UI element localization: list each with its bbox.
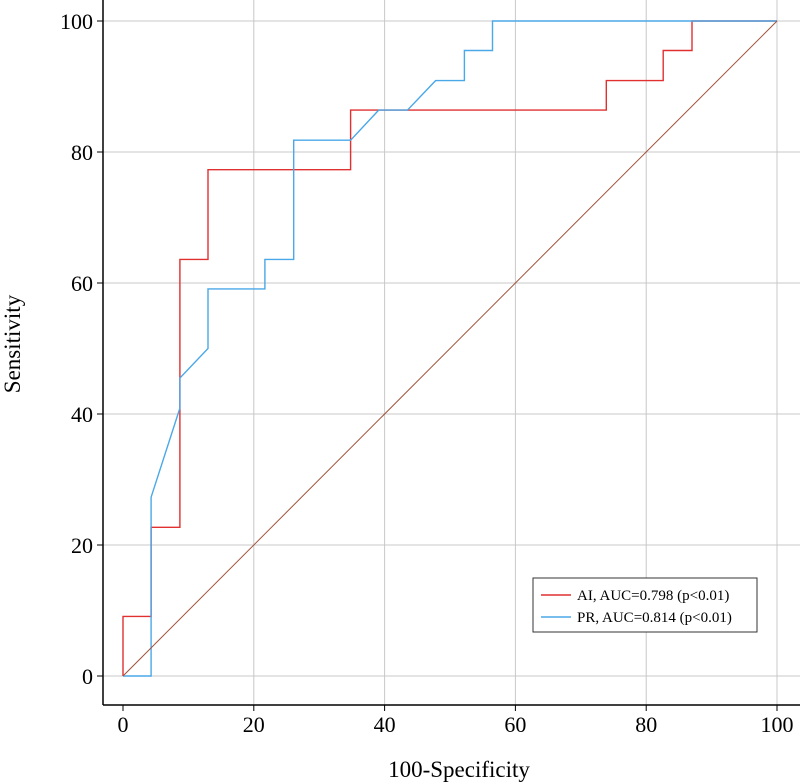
y-tick-label: 60 [71,271,93,296]
series-layer [122,20,778,677]
y-tick-label: 0 [82,664,93,689]
series-pr-line [123,20,777,677]
tick-labels: 0 20 40 60 80 100 0 20 40 60 80 100 [60,9,794,737]
reference-diagonal-line [122,20,778,677]
x-axis-title: 100-Specificity [388,757,530,782]
x-tick-label: 40 [374,712,396,737]
x-tick-label: 20 [243,712,265,737]
legend-label: PR, AUC=0.814 (p<0.01) [577,610,732,626]
x-tick-label: 80 [635,712,657,737]
x-tick-label: 60 [504,712,526,737]
y-tick-label: 20 [71,533,93,558]
legend: AI, AUC=0.798 (p<0.01) PR, AUC=0.814 (p<0… [532,577,758,633]
legend-label: AI, AUC=0.798 (p<0.01) [577,588,729,604]
x-tick-label: 100 [761,712,794,737]
y-axis-title: Sensitivity [0,294,25,393]
x-tick-label: 0 [118,712,129,737]
legend-box [532,577,758,633]
y-tick-label: 80 [71,140,93,165]
y-tick-label: 40 [71,402,93,427]
axes [97,0,800,711]
y-tick-label: 100 [60,9,93,34]
